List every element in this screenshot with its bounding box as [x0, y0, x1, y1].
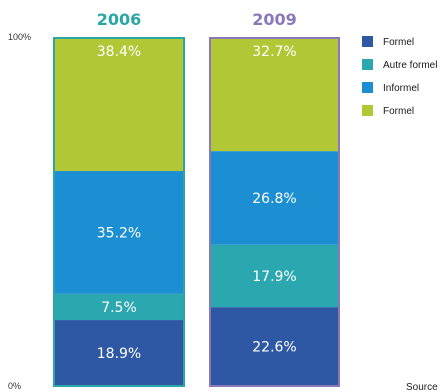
y-axis: 100% 0% — [8, 32, 31, 391]
bar-segment — [53, 171, 185, 294]
bar-outline — [53, 37, 185, 387]
year-labels: 2006 2009 — [97, 10, 297, 29]
bars — [53, 37, 340, 387]
legend-swatch — [362, 105, 373, 116]
data-label: 22.6% — [252, 340, 296, 356]
year-label: 2006 — [97, 10, 142, 29]
legend-label: Autre formel — [383, 60, 437, 71]
data-label: 17.9% — [252, 269, 296, 285]
legend: Formel Autre formel Informel Formel — [362, 36, 437, 117]
bar-segment — [209, 37, 340, 152]
data-labels: 18.9% 7.5% 35.2% 38.4% 22.6% 17.9% 26.8% 32.7% — [97, 44, 297, 362]
data-label: 7.5% — [101, 300, 137, 316]
data-label: 18.9% — [97, 346, 141, 362]
legend-swatch — [362, 59, 373, 70]
source-label: Source — [406, 382, 438, 392]
legend-label: Formel — [383, 37, 414, 48]
legend-swatch — [362, 36, 373, 47]
y-tick-label: 0% — [8, 381, 21, 391]
legend-label: Formel — [383, 106, 414, 117]
data-label: 35.2% — [97, 225, 141, 241]
data-label: 32.7% — [252, 44, 296, 60]
bar-segment — [53, 37, 185, 172]
y-tick-label: 100% — [8, 32, 31, 42]
bar-segment — [209, 151, 340, 245]
bar-outline — [209, 37, 340, 387]
bar-segment — [209, 307, 340, 386]
bar-segment — [53, 293, 185, 321]
data-label: 38.4% — [97, 44, 141, 60]
bar-segment — [53, 320, 185, 386]
legend-swatch — [362, 82, 373, 93]
bar-segment — [209, 244, 340, 308]
year-label: 2009 — [252, 10, 297, 29]
legend-label: Informel — [383, 83, 419, 94]
data-label: 26.8% — [252, 191, 296, 207]
